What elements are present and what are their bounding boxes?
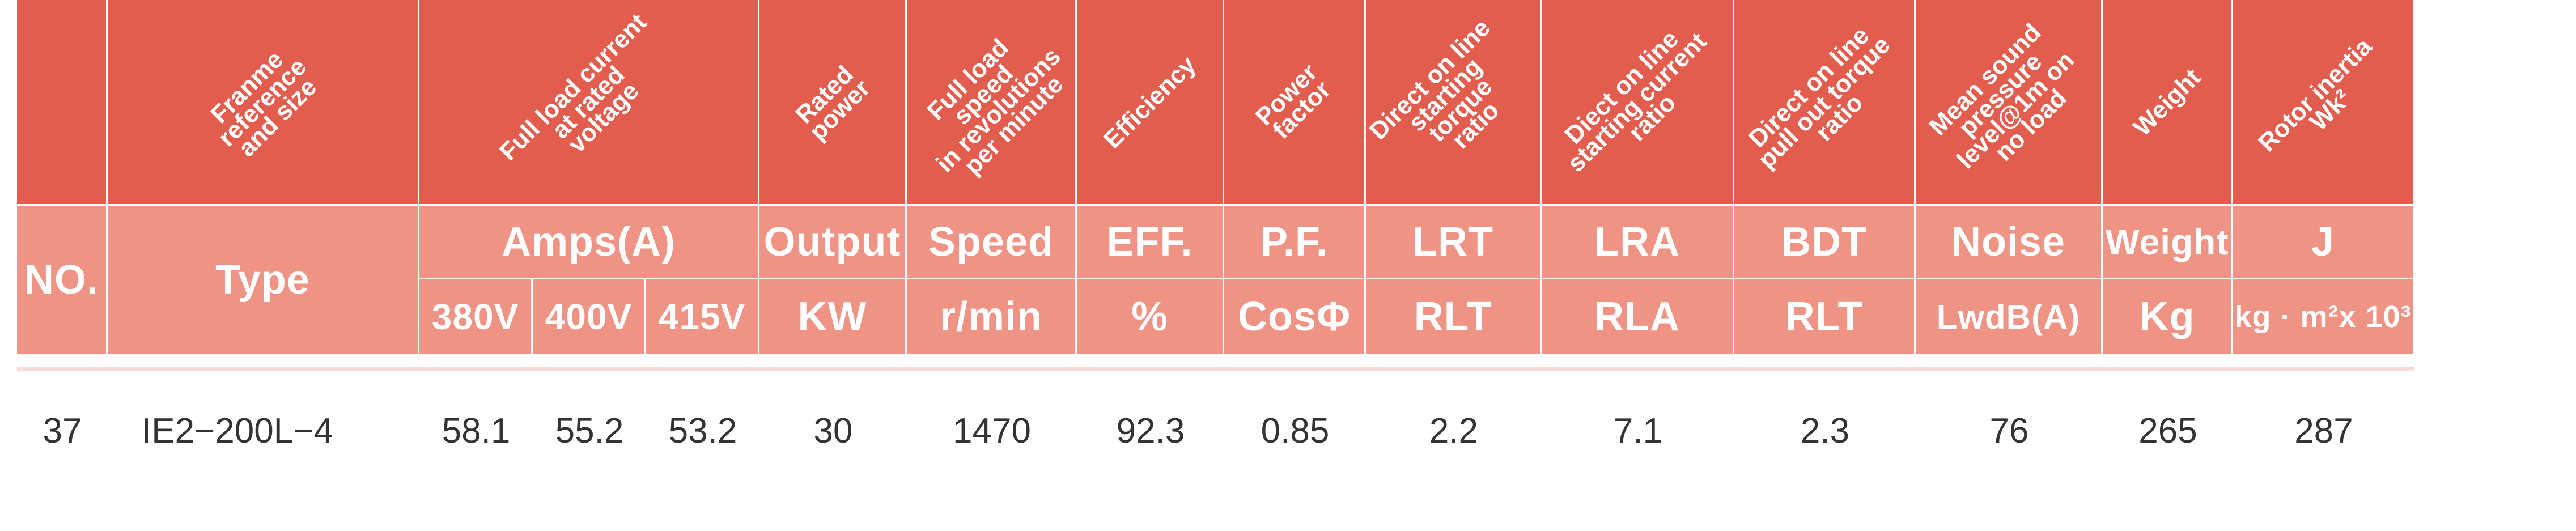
header-rlt-2: RLT xyxy=(1734,279,1916,354)
cell-type: IE2−200L−4 xyxy=(142,411,333,451)
header-percent: % xyxy=(1077,279,1224,354)
header-lwdb-text: LwdB(A) xyxy=(1936,298,2081,336)
header-frame-size: Franme reference and size xyxy=(108,0,419,205)
header-j-text: J xyxy=(2311,219,2335,265)
header-sound-pressure-text: Mean sound pressure level@1m on no load xyxy=(1924,18,2080,174)
header-kw-text: KW xyxy=(797,294,867,339)
header-kg-text: Kg xyxy=(2139,294,2195,339)
header-cos: CosΦ xyxy=(1224,279,1366,354)
header-rlt-1-text: RLT xyxy=(1414,294,1492,339)
header-pf-text: P.F. xyxy=(1261,219,1328,265)
header-full-load-speed: Full load speed in revolutions per minut… xyxy=(907,0,1077,205)
header-frame-size-text: Franme reference and size xyxy=(205,45,322,163)
header-rated-power-text: Rated power xyxy=(790,60,876,146)
header-starting-current: Diect on line starting current ratio xyxy=(1542,0,1734,205)
header-bdt: BDT xyxy=(1734,206,1916,278)
header-lra: LRA xyxy=(1542,206,1734,278)
header-lrt: LRT xyxy=(1366,206,1542,278)
header-output-text: Output xyxy=(763,219,901,265)
header-415v: 415V xyxy=(646,279,759,354)
header-output: Output xyxy=(759,206,907,278)
header-kw: KW xyxy=(759,279,907,354)
cell-amps-380v: 58.1 xyxy=(442,411,511,451)
header-power-factor: Power factor xyxy=(1224,0,1366,205)
header-380v: 380V xyxy=(419,279,533,354)
header-amps-text: Amps(A) xyxy=(502,219,676,265)
header-amps: Amps(A) xyxy=(419,206,759,278)
header-type: Type xyxy=(108,206,419,354)
cell-speed: 1470 xyxy=(953,411,1031,451)
header-divider xyxy=(17,204,2414,206)
header-kg: Kg xyxy=(2103,279,2233,354)
header-efficiency-text: Efficiency xyxy=(1098,50,1201,154)
cell-bdt: 2.3 xyxy=(1800,411,1850,451)
header-inertia-unit: kg · m²x 10³ xyxy=(2233,279,2414,354)
header-weight-text: Weight xyxy=(2128,63,2206,142)
header-380v-text: 380V xyxy=(431,296,519,337)
header-lwdb: LwdB(A) xyxy=(1916,279,2103,354)
header-pf: P.F. xyxy=(1224,206,1366,278)
header-pull-out-torque-text: Direct on line pull out torque ratio xyxy=(1743,21,1896,174)
header-pull-out-torque: Direct on line pull out torque ratio xyxy=(1734,0,1916,205)
cell-noise: 76 xyxy=(1989,411,2029,451)
header-lrt-text: LRT xyxy=(1412,219,1493,265)
header-j: J xyxy=(2233,206,2414,278)
header-400v-text: 400V xyxy=(545,296,633,337)
header-no: NO. xyxy=(17,206,108,354)
cell-output: 30 xyxy=(813,411,853,451)
header-weight: Weight xyxy=(2103,0,2233,205)
header-starting-torque-text: Direct on line starting torque ratio xyxy=(1364,14,1505,154)
header-rlt-1: RLT xyxy=(1366,279,1542,354)
header-rla-text: RLA xyxy=(1594,294,1680,339)
header-power-factor-text: Power factor xyxy=(1250,58,1336,145)
header-weight-label: Weight xyxy=(2103,206,2233,278)
header-full-load-current-text: Full load current at rated voltage xyxy=(494,8,652,166)
cell-eff: 92.3 xyxy=(1116,411,1185,451)
header-percent-text: % xyxy=(1131,294,1169,339)
header-full-load-speed-text: Full load speed in revolutions per minut… xyxy=(922,33,1069,180)
header-400v: 400V xyxy=(533,279,646,354)
header-sound-pressure: Mean sound pressure level@1m on no load xyxy=(1916,0,2103,205)
header-efficiency: Efficiency xyxy=(1077,0,1224,205)
header-bdt-text: BDT xyxy=(1781,219,1867,265)
header-weight-label-text: Weight xyxy=(2105,221,2229,262)
header-blank-no xyxy=(17,0,108,205)
header-415v-text: 415V xyxy=(658,296,746,337)
cell-j: 287 xyxy=(2294,411,2353,451)
cell-lrt: 2.2 xyxy=(1429,411,1479,451)
header-full-load-current: Full load current at rated voltage xyxy=(419,0,759,205)
header-rated-power: Rated power xyxy=(759,0,907,205)
header-bottom-rule xyxy=(17,367,2414,371)
header-eff: EFF. xyxy=(1077,206,1224,278)
header-lra-text: LRA xyxy=(1594,219,1680,265)
header-rpm: r/min xyxy=(907,279,1077,354)
header-rotor-inertia: Rotor inertia Wk² xyxy=(2233,0,2414,205)
cell-amps-400v: 55.2 xyxy=(555,411,624,451)
header-type-text: Type xyxy=(215,257,310,303)
header-noise-text: Noise xyxy=(1951,219,2066,265)
header-rpm-text: r/min xyxy=(939,294,1043,339)
header-rla: RLA xyxy=(1542,279,1734,354)
cell-lra: 7.1 xyxy=(1613,411,1663,451)
cell-pf: 0.85 xyxy=(1261,411,1330,451)
header-inertia-unit-text: kg · m²x 10³ xyxy=(2234,300,2412,334)
header-cos-text: CosΦ xyxy=(1237,294,1351,339)
header-starting-current-text: Diect on line starting current ratio xyxy=(1559,24,1712,177)
cell-amps-415v: 53.2 xyxy=(668,411,737,451)
header-rlt-2-text: RLT xyxy=(1785,294,1864,339)
header-starting-torque: Direct on line starting torque ratio xyxy=(1364,0,1542,205)
header-rotor-inertia-text: Rotor inertia Wk² xyxy=(2252,32,2378,158)
header-no-text: NO. xyxy=(24,257,99,303)
header-speed-text: Speed xyxy=(928,219,1054,265)
header-noise: Noise xyxy=(1916,206,2103,278)
units-divider xyxy=(419,278,2414,279)
cell-weight: 265 xyxy=(2138,411,2197,451)
header-speed: Speed xyxy=(907,206,1077,278)
cell-no: 37 xyxy=(43,411,82,451)
header-eff-text: EFF. xyxy=(1106,219,1193,265)
